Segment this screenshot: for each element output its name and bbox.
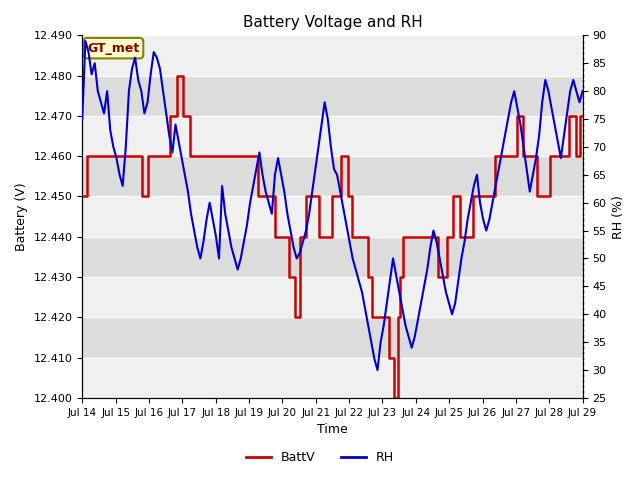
Bar [83, 358, 582, 398]
Y-axis label: RH (%): RH (%) [612, 195, 625, 239]
Title: Battery Voltage and RH: Battery Voltage and RH [243, 15, 422, 30]
Y-axis label: Battery (V): Battery (V) [15, 182, 28, 251]
Legend: BattV, RH: BattV, RH [241, 446, 399, 469]
X-axis label: Time: Time [317, 423, 348, 436]
Text: GT_met: GT_met [87, 42, 140, 55]
Bar [83, 277, 582, 317]
Bar [83, 156, 582, 196]
Bar [83, 196, 582, 237]
Bar [83, 76, 582, 116]
Bar [83, 116, 582, 156]
Bar [83, 317, 582, 358]
Bar [83, 36, 582, 76]
Bar [83, 237, 582, 277]
